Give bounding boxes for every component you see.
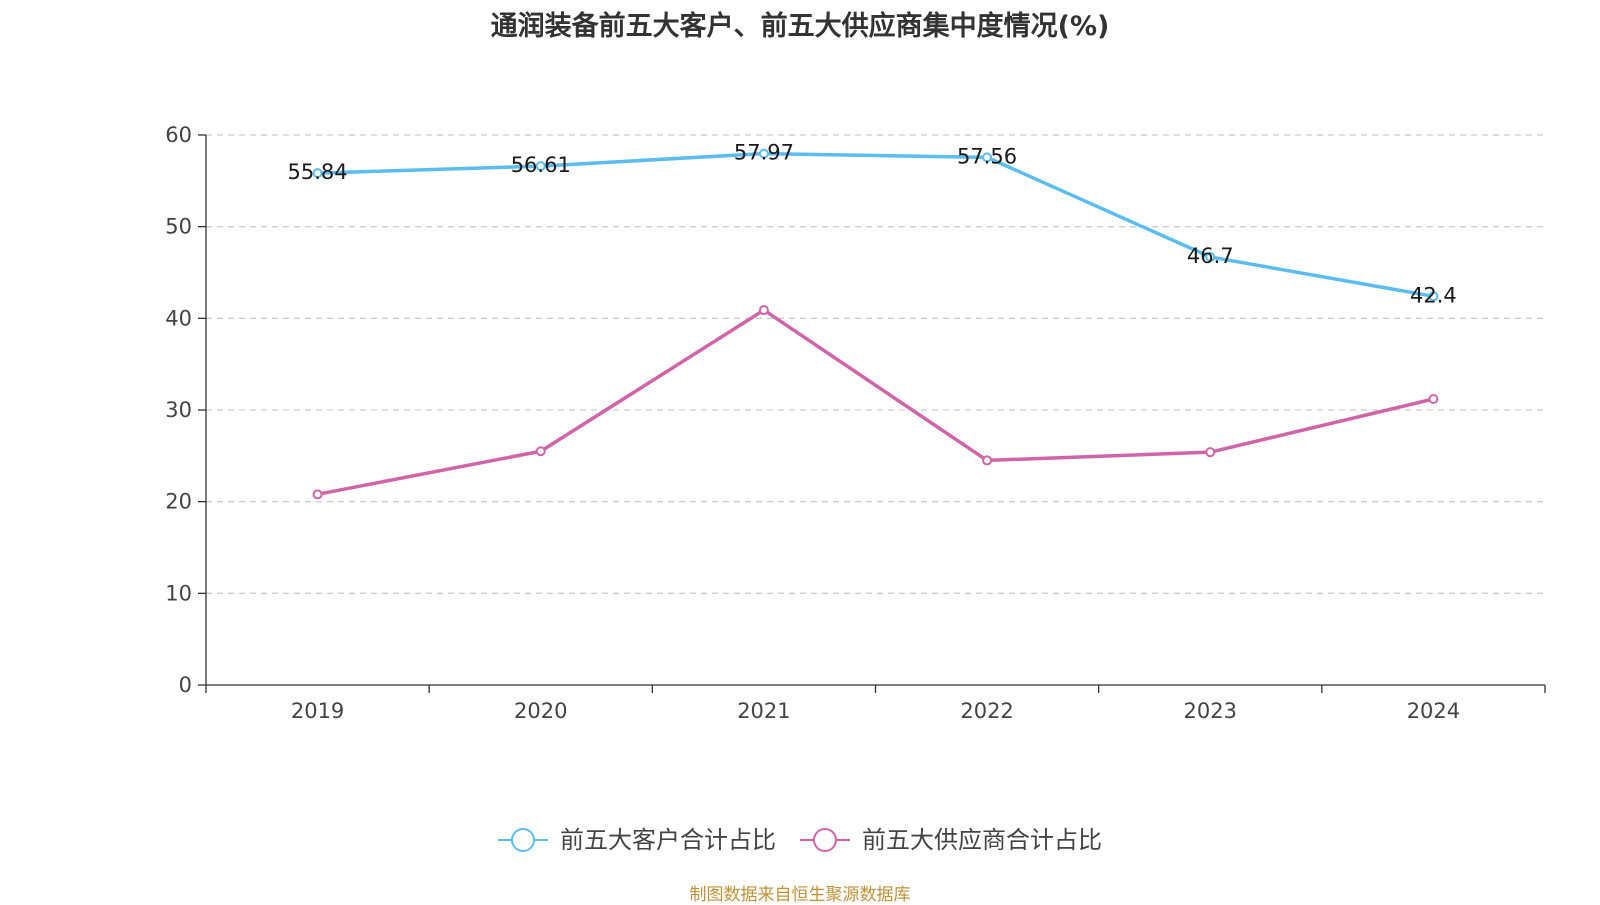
y-tick-label-0: 0 <box>179 673 192 697</box>
data-label-2019: 55.84 <box>288 160 348 184</box>
data-label-2024: 42.4 <box>1410 283 1457 307</box>
y-tick-label-30: 30 <box>165 398 192 422</box>
data-labels: 55.84 56.61 57.97 57.56 46.7 42.4 <box>288 141 1457 308</box>
x-tick-label-2019: 2019 <box>291 699 344 723</box>
series-1-point-2024 <box>1428 394 1439 404</box>
legend-marker-1 <box>813 828 837 852</box>
series-0-point-2023 <box>1205 251 1216 262</box>
series-0-point-2020 <box>535 161 546 172</box>
series-1-point-2019 <box>312 489 323 500</box>
series-1-point-2022 <box>982 455 993 466</box>
series-line-0 <box>317 151 1434 299</box>
series-line-1 <box>317 308 1434 497</box>
series-0-point-2022 <box>982 152 993 163</box>
x-tick-label-2023: 2023 <box>1184 699 1237 723</box>
gridlines <box>206 134 1545 594</box>
series-1-point-2023 <box>1205 447 1216 458</box>
series-0-point-2024 <box>1428 291 1439 302</box>
data-label-2022: 57.56 <box>957 144 1017 168</box>
y-tick-label-40: 40 <box>165 306 192 330</box>
axes: 0 10 20 30 40 50 60 2019 2020 2021 2022 2023 2024 <box>165 123 1546 723</box>
x-tick-label-2022: 2022 <box>960 699 1013 723</box>
y-tick-label-10: 10 <box>165 581 192 605</box>
series-1-point-2021 <box>758 305 769 316</box>
series-0-point-2019 <box>312 168 323 179</box>
y-tick-label-60: 60 <box>165 123 192 147</box>
series-1-point-2020 <box>535 446 546 457</box>
legend-label-0: 前五大客户合计占比 <box>560 826 776 854</box>
legend: 前五大客户合计占比 前五大供应商合计占比 <box>498 826 1102 854</box>
y-tick-label-20: 20 <box>165 490 192 514</box>
legend-label-1: 前五大供应商合计占比 <box>862 826 1102 854</box>
series <box>312 148 1439 500</box>
source-note: 制图数据来自恒生聚源数据库 <box>689 885 911 905</box>
x-tick-label-2021: 2021 <box>737 699 790 723</box>
data-label-2020: 56.61 <box>511 153 571 177</box>
chart-title: 通润装备前五大客户、前五大供应商集中度情况(%) <box>490 11 1110 42</box>
y-tick-label-50: 50 <box>165 215 192 239</box>
data-label-2021: 57.97 <box>734 141 794 165</box>
series-0-point-2021 <box>758 148 769 159</box>
x-tick-label-2024: 2024 <box>1407 699 1460 723</box>
legend-marker-0 <box>511 828 535 852</box>
data-label-2023: 46.7 <box>1187 244 1234 268</box>
x-tick-label-2020: 2020 <box>514 699 567 723</box>
